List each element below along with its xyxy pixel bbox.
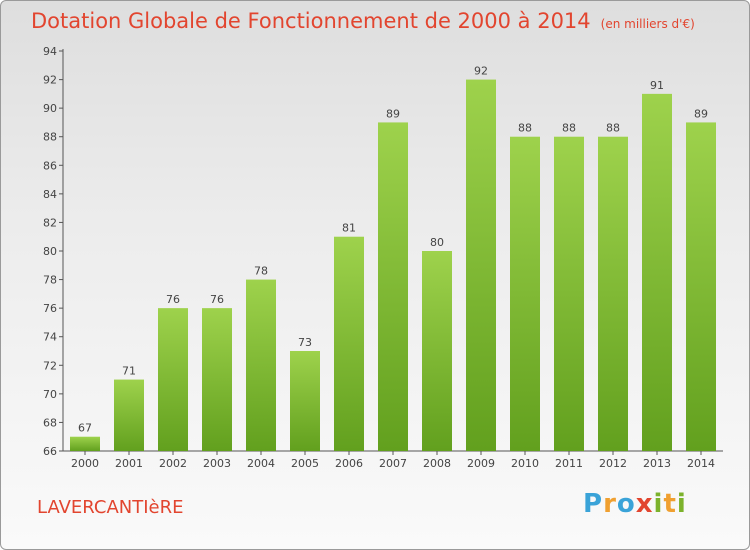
data-label-2000: 67 xyxy=(78,422,92,435)
x-tick-label-2010: 2010 xyxy=(511,457,539,470)
y-tick-label: 84 xyxy=(43,188,57,201)
x-tick-label-2009: 2009 xyxy=(467,457,495,470)
x-tick-label-2005: 2005 xyxy=(291,457,319,470)
x-tick-label-2002: 2002 xyxy=(159,457,187,470)
y-tick-label: 66 xyxy=(43,445,57,458)
data-label-2013: 91 xyxy=(650,79,664,92)
chart-title-text: Dotation Globale de Fonctionnement de 20… xyxy=(31,9,591,33)
y-tick-label: 88 xyxy=(43,131,57,144)
x-tick-label-2014: 2014 xyxy=(687,457,715,470)
data-label-2006: 81 xyxy=(342,222,356,235)
data-label-2001: 71 xyxy=(122,365,136,378)
bar-2008 xyxy=(422,251,452,451)
y-tick-label: 70 xyxy=(43,388,57,401)
y-tick-label: 72 xyxy=(43,359,57,372)
data-label-2002: 76 xyxy=(166,293,180,306)
y-tick-label: 68 xyxy=(43,416,57,429)
bar-2005 xyxy=(290,351,320,451)
x-tick-label-2011: 2011 xyxy=(555,457,583,470)
bar-2001 xyxy=(114,379,144,451)
data-label-2007: 89 xyxy=(386,107,400,120)
data-label-2005: 73 xyxy=(298,336,312,349)
data-label-2010: 88 xyxy=(518,122,532,135)
y-tick-label: 86 xyxy=(43,159,57,172)
bar-2009 xyxy=(466,79,496,452)
chart-title: Dotation Globale de Fonctionnement de 20… xyxy=(31,9,695,33)
y-tick-label: 94 xyxy=(43,45,57,58)
bar-2013 xyxy=(642,93,672,451)
bar-2014 xyxy=(686,122,716,451)
proxiti-logo: Proxiti xyxy=(583,489,687,519)
x-tick-label-2008: 2008 xyxy=(423,457,451,470)
y-tick-label: 92 xyxy=(43,74,57,87)
x-tick-label-2004: 2004 xyxy=(247,457,275,470)
data-label-2009: 92 xyxy=(474,65,488,78)
chart-unit: (en milliers d'€) xyxy=(600,17,695,31)
bar-2007 xyxy=(378,122,408,451)
x-tick-label-2007: 2007 xyxy=(379,457,407,470)
x-tick-label-2006: 2006 xyxy=(335,457,363,470)
data-label-2008: 80 xyxy=(430,236,444,249)
x-tick-label-2012: 2012 xyxy=(599,457,627,470)
bar-2006 xyxy=(334,236,364,451)
data-label-2004: 78 xyxy=(254,265,268,278)
x-tick-label-2000: 2000 xyxy=(71,457,99,470)
data-label-2003: 76 xyxy=(210,293,224,306)
bar-2012 xyxy=(598,136,628,451)
bar-2004 xyxy=(246,279,276,451)
y-tick-label: 80 xyxy=(43,245,57,258)
bar-2002 xyxy=(158,308,188,451)
bar-2011 xyxy=(554,136,584,451)
bar-2000 xyxy=(70,436,100,451)
data-label-2014: 89 xyxy=(694,107,708,120)
data-label-2011: 88 xyxy=(562,122,576,135)
x-tick-label-2001: 2001 xyxy=(115,457,143,470)
data-label-2012: 88 xyxy=(606,122,620,135)
bar-2003 xyxy=(202,308,232,451)
bar-2010 xyxy=(510,136,540,451)
y-tick-label: 74 xyxy=(43,331,57,344)
x-tick-label-2013: 2013 xyxy=(643,457,671,470)
commune-name: LAVERCANTIèRE xyxy=(37,497,184,518)
y-tick-label: 90 xyxy=(43,102,57,115)
x-tick-label-2003: 2003 xyxy=(203,457,231,470)
y-tick-label: 76 xyxy=(43,302,57,315)
y-tick-label: 78 xyxy=(43,274,57,287)
y-tick-label: 82 xyxy=(43,216,57,229)
